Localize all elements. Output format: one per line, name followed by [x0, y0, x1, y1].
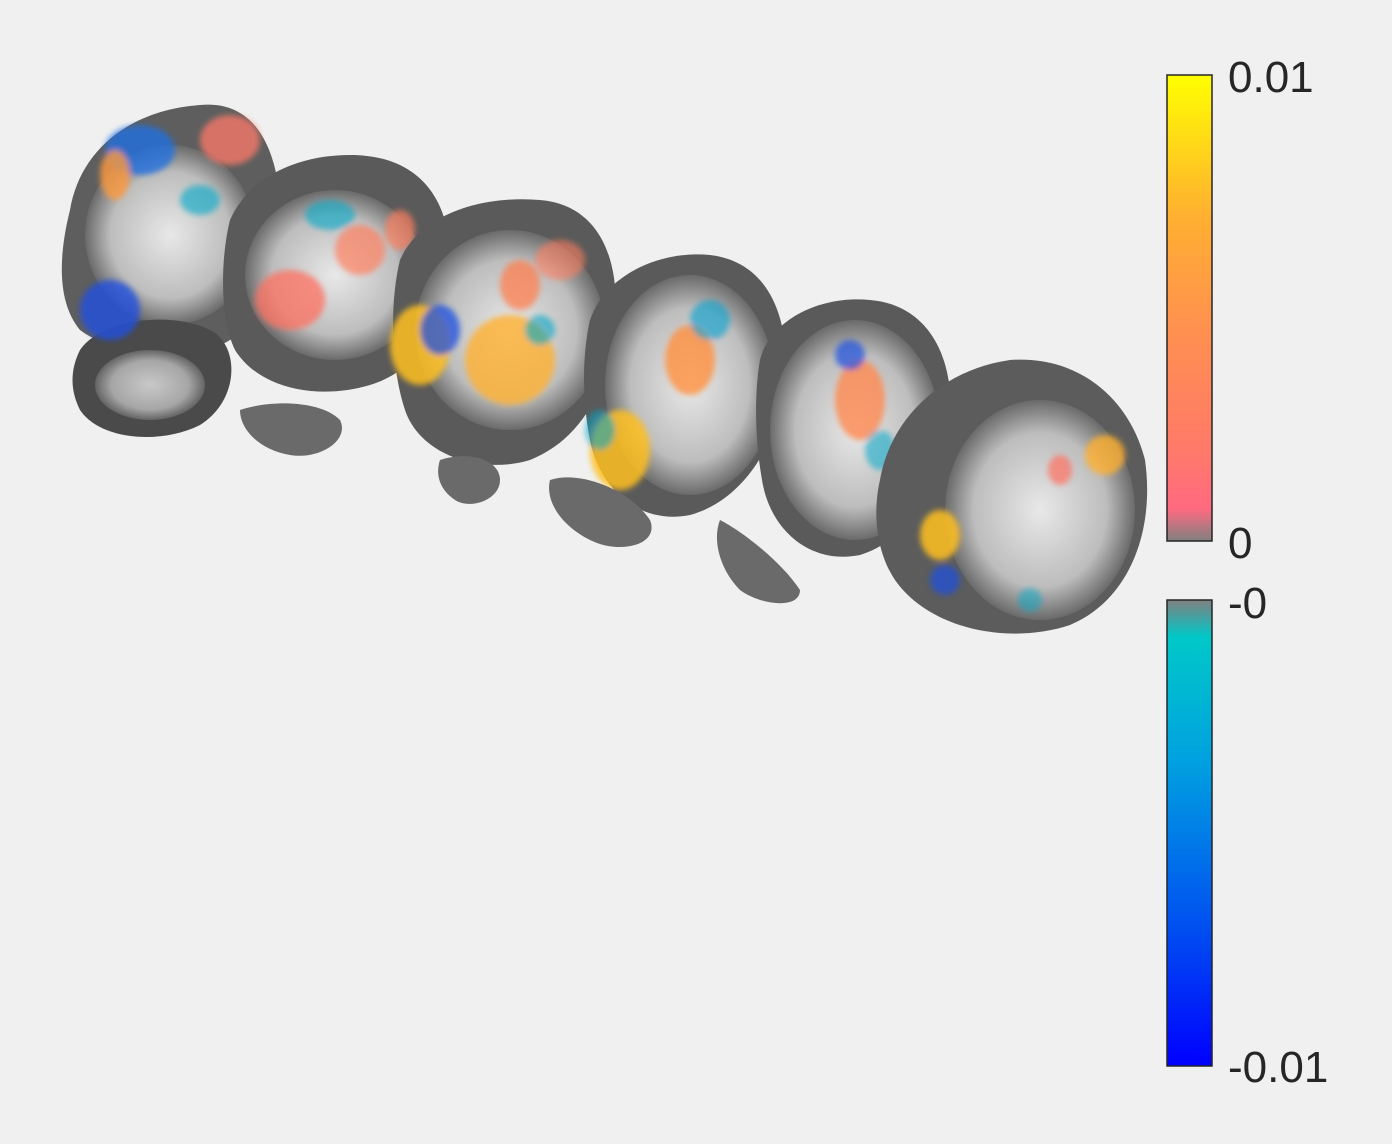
- colorbar-negative-max-label: -0: [1228, 579, 1268, 628]
- colorbar-negative-min-label: -0.01: [1228, 1043, 1329, 1092]
- brain-slice-6: [876, 359, 1148, 634]
- colorbar-negative: [1166, 599, 1213, 1067]
- brain-slice-4: [549, 254, 800, 604]
- colorbar-positive-min-label: 0: [1228, 519, 1253, 568]
- brain-slice-1: [61, 104, 281, 437]
- colorbar-positive: [1166, 74, 1213, 542]
- brain-slices: [61, 104, 1148, 634]
- brain-slice-3: [390, 199, 616, 504]
- colorbar-positive-max-label: 0.01: [1228, 53, 1314, 102]
